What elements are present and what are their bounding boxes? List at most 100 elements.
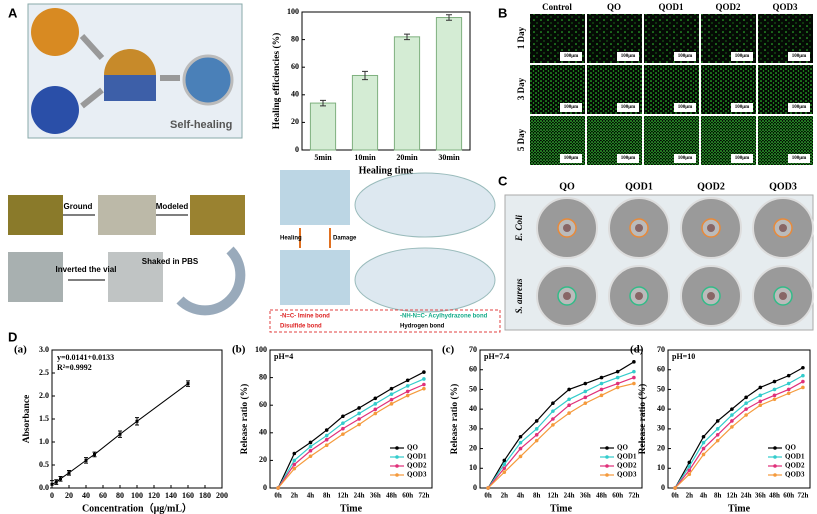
y-axis-label: Absorbance <box>22 395 32 444</box>
y-tick-label: 80 <box>291 34 299 43</box>
point <box>583 381 588 386</box>
x-tick-label: 24h <box>354 492 365 500</box>
point <box>502 462 507 467</box>
scale-box <box>674 103 696 112</box>
y-tick-label: 40 <box>291 90 299 99</box>
panel-b: Control 100μm 100μm 100μm QO 100μm 100μm 100μm Q… <box>516 2 813 165</box>
panel-label: (a) <box>14 344 27 356</box>
x-tick-label: 4h <box>517 492 525 500</box>
x-tick-label: 40 <box>82 491 90 500</box>
point <box>583 401 588 406</box>
point <box>758 403 763 408</box>
x-axis-label: Concentration（μg/mL） <box>82 501 192 514</box>
point <box>534 432 539 437</box>
point <box>59 477 62 481</box>
point <box>118 432 122 436</box>
point <box>551 417 555 421</box>
point <box>801 379 805 384</box>
scale-label: 100μm <box>621 54 636 59</box>
point <box>801 365 805 370</box>
x-tick-label: 8h <box>323 492 331 500</box>
point <box>341 414 345 419</box>
point <box>615 375 620 380</box>
y-tick-label: 20 <box>657 443 665 452</box>
point <box>186 382 190 386</box>
step-label: Modeled <box>156 202 189 211</box>
point <box>405 393 410 398</box>
point <box>373 396 378 401</box>
panel-label: B <box>498 5 507 20</box>
x-tick-label: 160 <box>182 491 194 500</box>
point <box>715 432 720 437</box>
scale-box <box>788 154 810 163</box>
plot-frame <box>667 349 811 489</box>
scale-label: 100μm <box>792 105 807 110</box>
x-tick-label: 200 <box>216 491 228 500</box>
point <box>615 381 620 386</box>
point <box>599 375 604 380</box>
point <box>357 411 361 416</box>
point <box>551 409 555 413</box>
point <box>599 393 604 398</box>
x-axis-label: Healing time <box>359 165 414 176</box>
x-tick-label: 5min <box>314 153 332 162</box>
step-label: Inverted the vial <box>56 265 117 274</box>
y-tick-label: 70 <box>469 345 477 354</box>
legend-marker <box>395 473 399 477</box>
x-tick-label: 72h <box>418 492 429 500</box>
y-tick-label: 3.0 <box>39 345 49 354</box>
point <box>308 440 313 445</box>
column-header: Control <box>542 2 572 12</box>
scale-label: 100μm <box>621 156 636 161</box>
y-tick-label: 40 <box>469 404 477 413</box>
annotation: pH=4 <box>274 352 293 361</box>
point <box>422 382 426 387</box>
row-label: 5 Day <box>516 128 526 151</box>
x-tick-label: 2h <box>291 492 299 500</box>
point <box>502 466 507 471</box>
point <box>583 395 588 400</box>
sample <box>635 292 643 300</box>
legend-marker <box>605 464 609 468</box>
y-tick-label: 20 <box>291 117 299 126</box>
point <box>357 406 361 410</box>
scale-label: 100μm <box>735 105 750 110</box>
scale-label: 100μm <box>564 105 579 110</box>
annotation: pH=10 <box>672 352 695 361</box>
x-tick-label: 140 <box>165 491 177 500</box>
x-tick-label: 12h <box>547 492 558 500</box>
point <box>772 393 777 398</box>
y-tick-label: 20 <box>469 443 477 452</box>
series-line <box>277 388 425 489</box>
scale-label: 100μm <box>564 54 579 59</box>
x-tick-label: 72h <box>628 492 639 500</box>
scale-box <box>560 52 582 61</box>
point <box>701 446 706 451</box>
point <box>772 387 777 392</box>
point <box>341 421 345 425</box>
point <box>567 397 571 402</box>
point <box>567 403 571 408</box>
point <box>308 454 313 459</box>
column-header: QO <box>559 181 575 192</box>
point <box>567 387 571 392</box>
point <box>583 389 588 394</box>
x-tick-label: 60h <box>402 492 413 500</box>
x-tick-label: 20 <box>65 491 73 500</box>
y-tick-label: 80 <box>259 372 267 381</box>
point <box>730 425 734 429</box>
photo <box>27 3 243 139</box>
legend-entry: Hydrogen bond <box>400 324 445 330</box>
legend-entry: QO <box>617 444 628 452</box>
point <box>405 378 410 383</box>
panel-label: (d) <box>630 344 644 356</box>
panel-label: A <box>8 5 18 20</box>
x-tick-label: 72h <box>797 492 808 500</box>
series-line <box>674 386 804 489</box>
point <box>687 472 692 477</box>
x-tick-label: 24h <box>564 492 575 500</box>
point <box>518 440 523 445</box>
sample <box>563 224 571 232</box>
series-line <box>277 371 425 489</box>
